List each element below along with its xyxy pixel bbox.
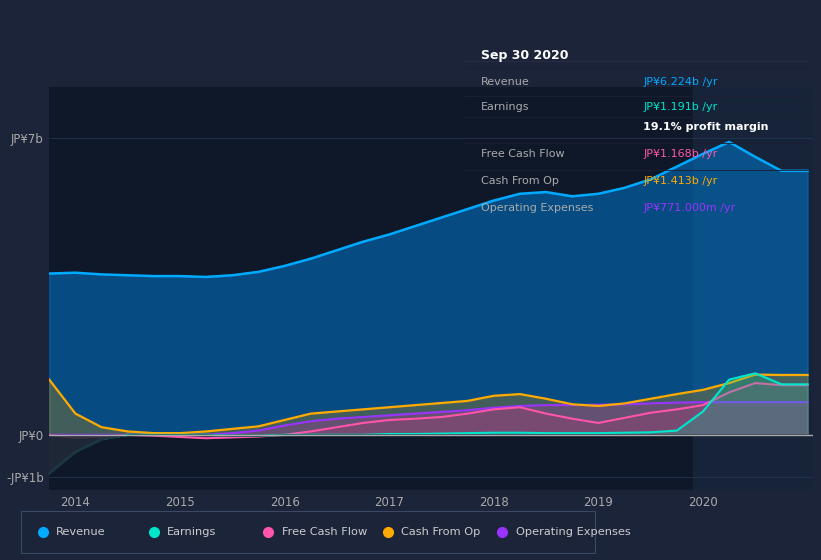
Text: JP¥771.000m /yr: JP¥771.000m /yr: [643, 203, 736, 213]
Text: JP¥1.413b /yr: JP¥1.413b /yr: [643, 176, 718, 186]
Text: Free Cash Flow: Free Cash Flow: [481, 149, 565, 159]
Text: Cash From Op: Cash From Op: [401, 527, 480, 537]
Text: Cash From Op: Cash From Op: [481, 176, 559, 186]
Text: Free Cash Flow: Free Cash Flow: [282, 527, 367, 537]
Text: Revenue: Revenue: [56, 527, 105, 537]
Text: Earnings: Earnings: [167, 527, 216, 537]
Text: 19.1% profit margin: 19.1% profit margin: [643, 122, 768, 132]
Text: Operating Expenses: Operating Expenses: [516, 527, 631, 537]
Text: Operating Expenses: Operating Expenses: [481, 203, 594, 213]
Text: Revenue: Revenue: [481, 77, 530, 87]
Text: JP¥1.191b /yr: JP¥1.191b /yr: [643, 102, 718, 113]
Bar: [21, 511, 595, 553]
Text: JP¥1.168b /yr: JP¥1.168b /yr: [643, 149, 718, 159]
Bar: [692, 87, 821, 490]
Text: Sep 30 2020: Sep 30 2020: [481, 49, 569, 63]
Text: Earnings: Earnings: [481, 102, 530, 113]
Text: JP¥6.224b /yr: JP¥6.224b /yr: [643, 77, 718, 87]
